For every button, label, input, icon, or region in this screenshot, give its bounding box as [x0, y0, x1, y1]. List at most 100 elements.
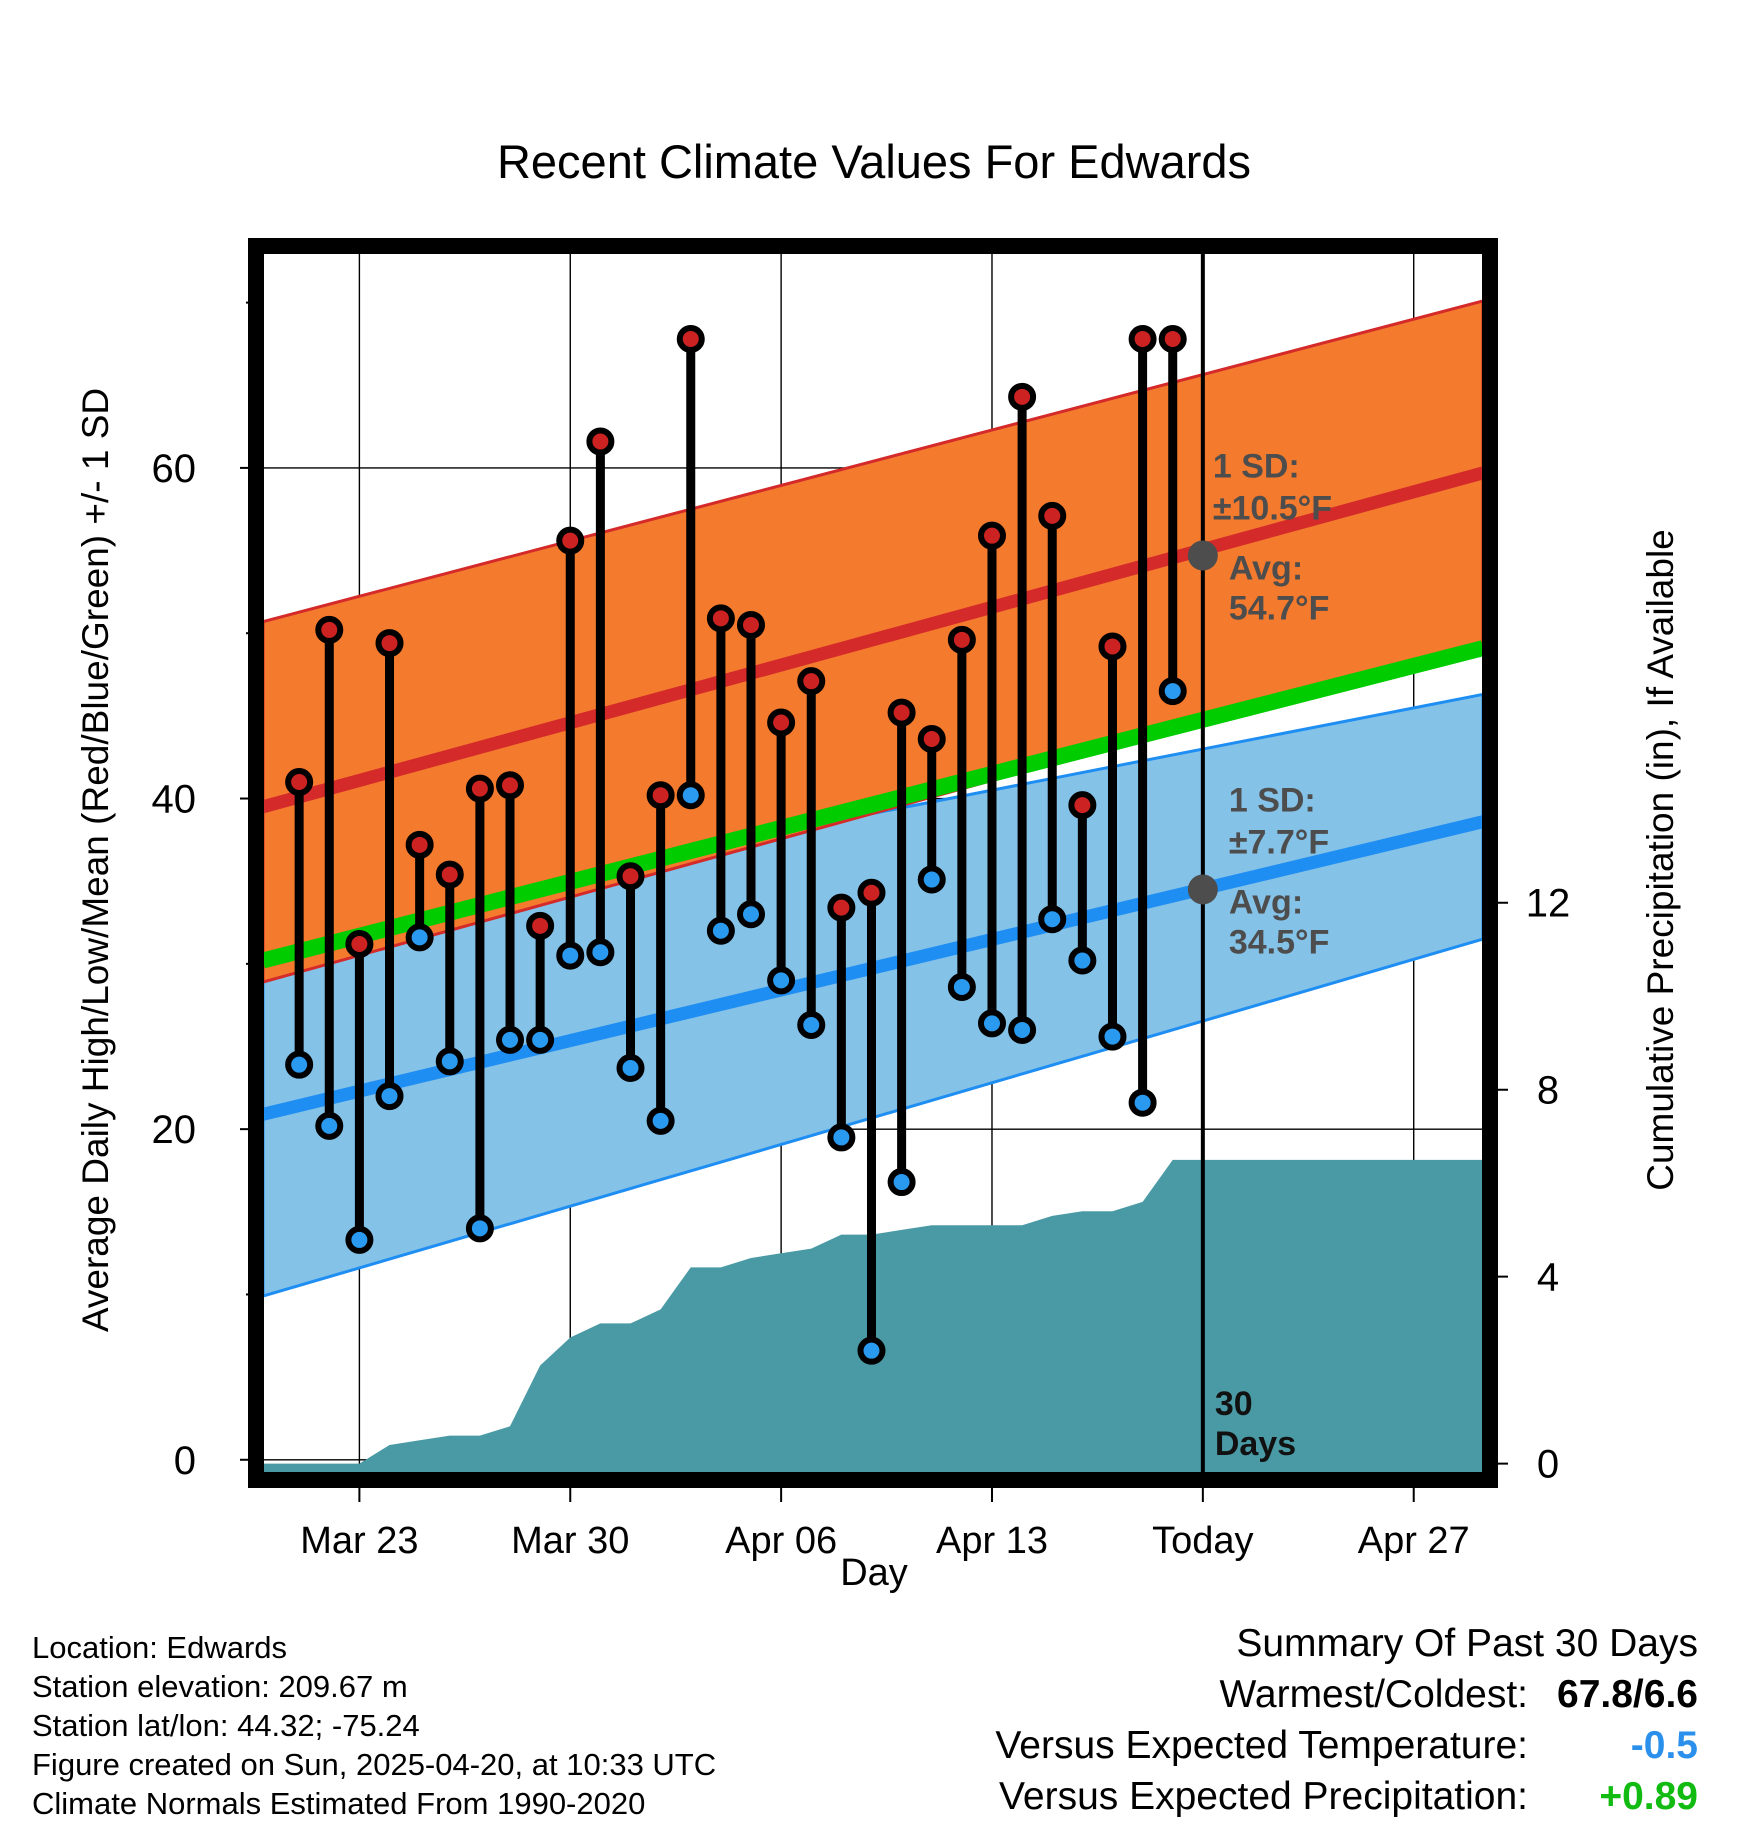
daily-low-dot [1098, 1022, 1127, 1051]
daily-high-dot [616, 862, 645, 891]
high-avg-today-marker [1187, 540, 1218, 571]
x-tick-label: Apr 13 [936, 1520, 1048, 1562]
daily-low-dot [315, 1111, 344, 1140]
high-normal-line [263, 466, 1483, 814]
daily-low-dot [616, 1053, 645, 1082]
summary-precip-row: Versus Expected Precipitation: +0.89 [798, 1771, 1698, 1822]
daily-low-dot [887, 1168, 916, 1197]
daily-high-dot [345, 930, 374, 959]
y2-tick-label: 4 [1537, 1256, 1559, 1300]
daily-low-dot [737, 900, 765, 929]
daily-low-dot [1158, 677, 1187, 706]
daily-high-dot [1128, 324, 1157, 353]
daily-high-dot [887, 698, 916, 727]
high-sd-value: ±10.5°F [1213, 490, 1332, 528]
daily-low-dot [857, 1336, 886, 1365]
y-tick-label: 60 [152, 447, 197, 491]
temp-value: -0.5 [1630, 1724, 1698, 1767]
normals-text: Climate Normals Estimated From 1990-2020 [32, 1786, 646, 1821]
daily-high-dot [435, 860, 464, 889]
x-tick-label: Apr 06 [725, 1520, 837, 1562]
temp-label: Versus Expected Temperature: [995, 1724, 1528, 1767]
daily-high-dot [737, 610, 765, 639]
daily-low-dot [676, 781, 705, 810]
daily-low-dot [375, 1082, 404, 1111]
daily-low-dot [465, 1214, 494, 1243]
created-text: Figure created on Sun, 2025-04-20, at 10… [32, 1747, 717, 1782]
daily-high-dot [1008, 382, 1037, 411]
y-tick-label: 0 [174, 1439, 196, 1483]
daily-high-dot [1068, 791, 1097, 820]
daily-low-dot [977, 1009, 1006, 1038]
summary-title: Summary Of Past 30 Days [1236, 1622, 1698, 1665]
low-avg-label: Avg: [1229, 883, 1303, 921]
climate-chart: Recent Climate Values For Edwards 020406… [75, 135, 1681, 1594]
warm-cold-value: 67.8/6.6 [1557, 1673, 1698, 1716]
daily-high-dot [947, 625, 976, 654]
y-axis-label: Average Daily High/Low/Mean (Red/Blue/Gr… [75, 388, 116, 1332]
daily-high-dot [1038, 501, 1067, 530]
low-avg-value: 34.5°F [1229, 923, 1330, 961]
daily-high-dot [767, 708, 796, 737]
daily-high-dot [496, 771, 525, 800]
daily-low-dot [797, 1011, 826, 1040]
daily-low-dot [405, 923, 434, 952]
daily-high-dot [857, 878, 886, 907]
high-sd-label: 1 SD: [1213, 448, 1300, 486]
daily-low-dot [435, 1047, 464, 1076]
x-tick-label: Mar 23 [300, 1520, 418, 1562]
y2-tick-label: 8 [1537, 1069, 1559, 1113]
daily-low-dot [1008, 1015, 1037, 1044]
window-days-label: Days [1215, 1425, 1296, 1463]
daily-low-dot [947, 972, 976, 1001]
daily-high-dot [405, 830, 434, 859]
daily-low-dot [1068, 946, 1097, 975]
precip-value: +0.89 [1599, 1775, 1698, 1818]
daily-low-dot [827, 1123, 856, 1152]
low-sd-value: ±7.7°F [1229, 823, 1329, 861]
summary-warm-cold-row: Warmest/Coldest: 67.8/6.6 [798, 1669, 1698, 1720]
daily-low-dot [526, 1025, 555, 1054]
latlon-text: Station lat/lon: 44.32; -75.24 [32, 1708, 420, 1743]
daily-low-dot [285, 1050, 314, 1079]
y2-tick-label: 12 [1526, 882, 1571, 926]
daily-high-dot [1158, 324, 1187, 353]
y2-axis-label: Cumulative Precipitation (in), If Availa… [1640, 529, 1681, 1191]
daily-high-dot [586, 427, 615, 456]
y-tick-label: 20 [152, 1108, 197, 1152]
daily-high-dot [556, 526, 585, 555]
daily-high-dot [646, 781, 675, 810]
low-avg-today-marker [1187, 874, 1218, 905]
summary-temp-row: Versus Expected Temperature: -0.5 [798, 1720, 1698, 1771]
daily-high-dot [797, 667, 826, 696]
low-sd-label: 1 SD: [1229, 781, 1316, 819]
daily-high-dot [917, 725, 946, 754]
daily-high-dot [526, 911, 555, 940]
daily-high-dot [676, 324, 705, 353]
window-days-number: 30 [1215, 1385, 1253, 1423]
warm-cold-label: Warmest/Coldest: [1219, 1673, 1528, 1716]
daily-low-dot [345, 1225, 374, 1254]
daily-high-dot [285, 767, 314, 796]
daily-low-dot [586, 938, 615, 967]
x-axis-label: Day [840, 1552, 908, 1594]
daily-low-dot [1128, 1088, 1157, 1117]
summary-panel: Summary Of Past 30 Days Warmest/Coldest:… [798, 1618, 1698, 1822]
daily-low-dot [496, 1025, 525, 1054]
x-tick-label: Today [1152, 1520, 1253, 1562]
daily-low-dot [646, 1106, 675, 1135]
x-tick-label: Apr 27 [1358, 1520, 1470, 1562]
daily-high-dot [375, 629, 404, 658]
station-info: Location: Edwards Station elevation: 209… [32, 1628, 852, 1823]
chart-title: Recent Climate Values For Edwards [497, 135, 1251, 188]
daily-high-dot [706, 604, 735, 633]
daily-low-dot [1038, 905, 1067, 934]
mean-normal-line [263, 640, 1483, 969]
daily-low-dot [556, 941, 585, 970]
high-avg-label: Avg: [1229, 550, 1303, 588]
y2-tick-label: 0 [1537, 1443, 1559, 1487]
elevation-text: Station elevation: 209.67 m [32, 1669, 408, 1704]
precip-label: Versus Expected Precipitation: [999, 1775, 1528, 1818]
daily-low-dot [917, 865, 946, 894]
daily-high-dot [465, 774, 494, 803]
